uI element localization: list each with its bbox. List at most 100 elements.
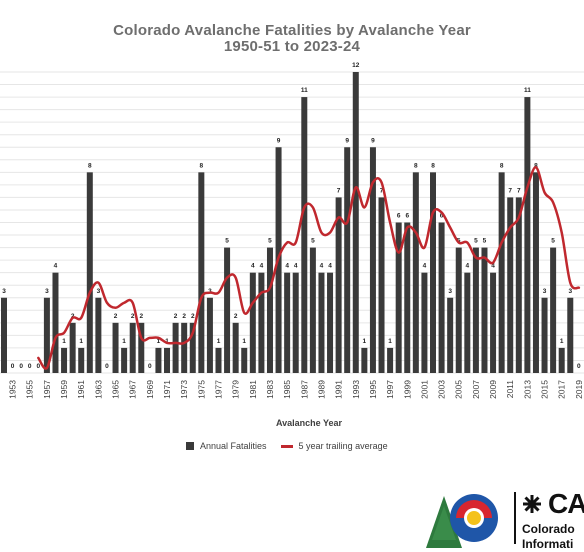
x-tick-2007: 2007 bbox=[471, 380, 481, 399]
x-tick-1977: 1977 bbox=[214, 380, 224, 399]
data-label-2011: 7 bbox=[508, 187, 512, 194]
caic-logo: CA Colorado Informati bbox=[422, 488, 584, 552]
bar-1991 bbox=[335, 197, 342, 373]
data-label-1970: 1 bbox=[157, 338, 161, 345]
bar-2005 bbox=[455, 247, 462, 373]
bar-1976 bbox=[206, 297, 213, 373]
bar-2006 bbox=[464, 272, 471, 373]
data-label-1956: 0 bbox=[37, 363, 41, 370]
data-label-1971: 1 bbox=[165, 338, 169, 345]
bar-1959 bbox=[61, 347, 68, 373]
data-label-2009: 4 bbox=[491, 263, 495, 270]
x-tick-2015: 2015 bbox=[540, 380, 550, 399]
bar-1997 bbox=[387, 347, 394, 373]
x-tick-1963: 1963 bbox=[93, 380, 103, 399]
x-tick-1961: 1961 bbox=[76, 380, 86, 399]
data-label-1993: 12 bbox=[352, 62, 360, 69]
bar-2009 bbox=[490, 272, 497, 373]
logo-line2: Informati bbox=[522, 537, 574, 551]
data-label-1976: 3 bbox=[208, 288, 212, 295]
data-label-1975: 8 bbox=[200, 162, 204, 169]
bar-1952 bbox=[1, 297, 7, 373]
data-label-2014: 8 bbox=[534, 162, 538, 169]
bar-2007 bbox=[472, 247, 479, 373]
data-label-2008: 5 bbox=[483, 238, 487, 245]
bar-1992 bbox=[344, 147, 351, 373]
bar-1971 bbox=[164, 347, 171, 373]
data-label-1963: 3 bbox=[97, 288, 101, 295]
x-tick-1981: 1981 bbox=[248, 380, 258, 399]
data-label-1964: 0 bbox=[105, 363, 109, 370]
data-label-1966: 1 bbox=[122, 338, 126, 345]
bar-series bbox=[1, 72, 574, 373]
x-tick-1993: 1993 bbox=[351, 380, 361, 399]
x-tick-2017: 2017 bbox=[557, 380, 567, 399]
data-label-1962: 8 bbox=[88, 162, 92, 169]
data-label-1998: 6 bbox=[397, 213, 401, 220]
bar-1995 bbox=[369, 147, 376, 373]
x-tick-1957: 1957 bbox=[42, 380, 52, 399]
data-label-2007: 5 bbox=[474, 238, 478, 245]
x-tick-2005: 2005 bbox=[454, 380, 464, 399]
bar-1994 bbox=[361, 347, 368, 373]
bar-1961 bbox=[78, 347, 85, 373]
data-label-1965: 2 bbox=[114, 313, 118, 320]
data-label-1994: 1 bbox=[363, 338, 367, 345]
data-label-1974: 2 bbox=[191, 313, 195, 320]
bar-2003 bbox=[438, 222, 445, 373]
bar-2004 bbox=[447, 297, 454, 373]
bar-2011 bbox=[507, 197, 514, 373]
legend-swatch-bars bbox=[186, 442, 194, 450]
x-tick-1971: 1971 bbox=[162, 380, 172, 399]
logo-initials: CA bbox=[548, 488, 584, 519]
data-label-2006: 4 bbox=[466, 263, 470, 270]
data-label-2019: 0 bbox=[577, 363, 581, 370]
bar-2000 bbox=[412, 172, 419, 373]
x-tick-2013: 2013 bbox=[522, 380, 532, 399]
data-label-1990: 4 bbox=[328, 263, 332, 270]
bar-1978 bbox=[224, 247, 231, 373]
bar-1965 bbox=[112, 322, 119, 373]
bar-1988 bbox=[309, 247, 316, 373]
bar-1993 bbox=[352, 72, 359, 373]
bar-1958 bbox=[52, 272, 59, 373]
data-label-2012: 7 bbox=[517, 187, 521, 194]
data-label-1991: 7 bbox=[337, 187, 341, 194]
data-label-1981: 4 bbox=[251, 263, 255, 270]
data-label-1979: 2 bbox=[234, 313, 238, 320]
bar-2017 bbox=[558, 347, 565, 373]
data-label-1959: 1 bbox=[62, 338, 66, 345]
bar-1974 bbox=[189, 322, 196, 373]
bar-1975 bbox=[198, 172, 205, 373]
data-label-2001: 4 bbox=[423, 263, 427, 270]
data-label-1997: 1 bbox=[388, 338, 392, 345]
data-label-2016: 5 bbox=[551, 238, 555, 245]
x-tick-1989: 1989 bbox=[316, 380, 326, 399]
x-tick-2001: 2001 bbox=[419, 380, 429, 399]
bar-2018 bbox=[567, 297, 574, 373]
bar-1996 bbox=[378, 197, 385, 373]
chart-legend: Annual Fatalities 5 year trailing averag… bbox=[186, 441, 402, 451]
legend-item-bars: Annual Fatalities bbox=[186, 441, 267, 451]
data-label-2002: 8 bbox=[431, 162, 435, 169]
bar-2010 bbox=[498, 172, 505, 373]
x-tick-1965: 1965 bbox=[111, 380, 121, 399]
data-label-2004: 3 bbox=[448, 288, 452, 295]
x-axis-ticks: 1953 1955 1957 1959 1961 1963 1965 1967 1969 1971… bbox=[8, 380, 584, 399]
bar-2014 bbox=[532, 172, 539, 373]
x-tick-1991: 1991 bbox=[334, 380, 344, 399]
data-label-1953: 0 bbox=[11, 363, 15, 370]
x-axis-label: Avalanche Year bbox=[276, 418, 343, 428]
x-tick-1969: 1969 bbox=[145, 380, 155, 399]
bar-1962 bbox=[86, 172, 93, 373]
data-label-2013: 11 bbox=[524, 87, 531, 94]
bar-1966 bbox=[121, 347, 128, 373]
bar-1999 bbox=[404, 222, 411, 373]
data-label-1967: 2 bbox=[131, 313, 135, 320]
data-label-1972: 2 bbox=[174, 313, 178, 320]
data-label-2018: 3 bbox=[568, 288, 572, 295]
logo-graphic bbox=[426, 492, 541, 548]
data-label-1987: 11 bbox=[301, 87, 308, 94]
bar-1980 bbox=[241, 347, 248, 373]
